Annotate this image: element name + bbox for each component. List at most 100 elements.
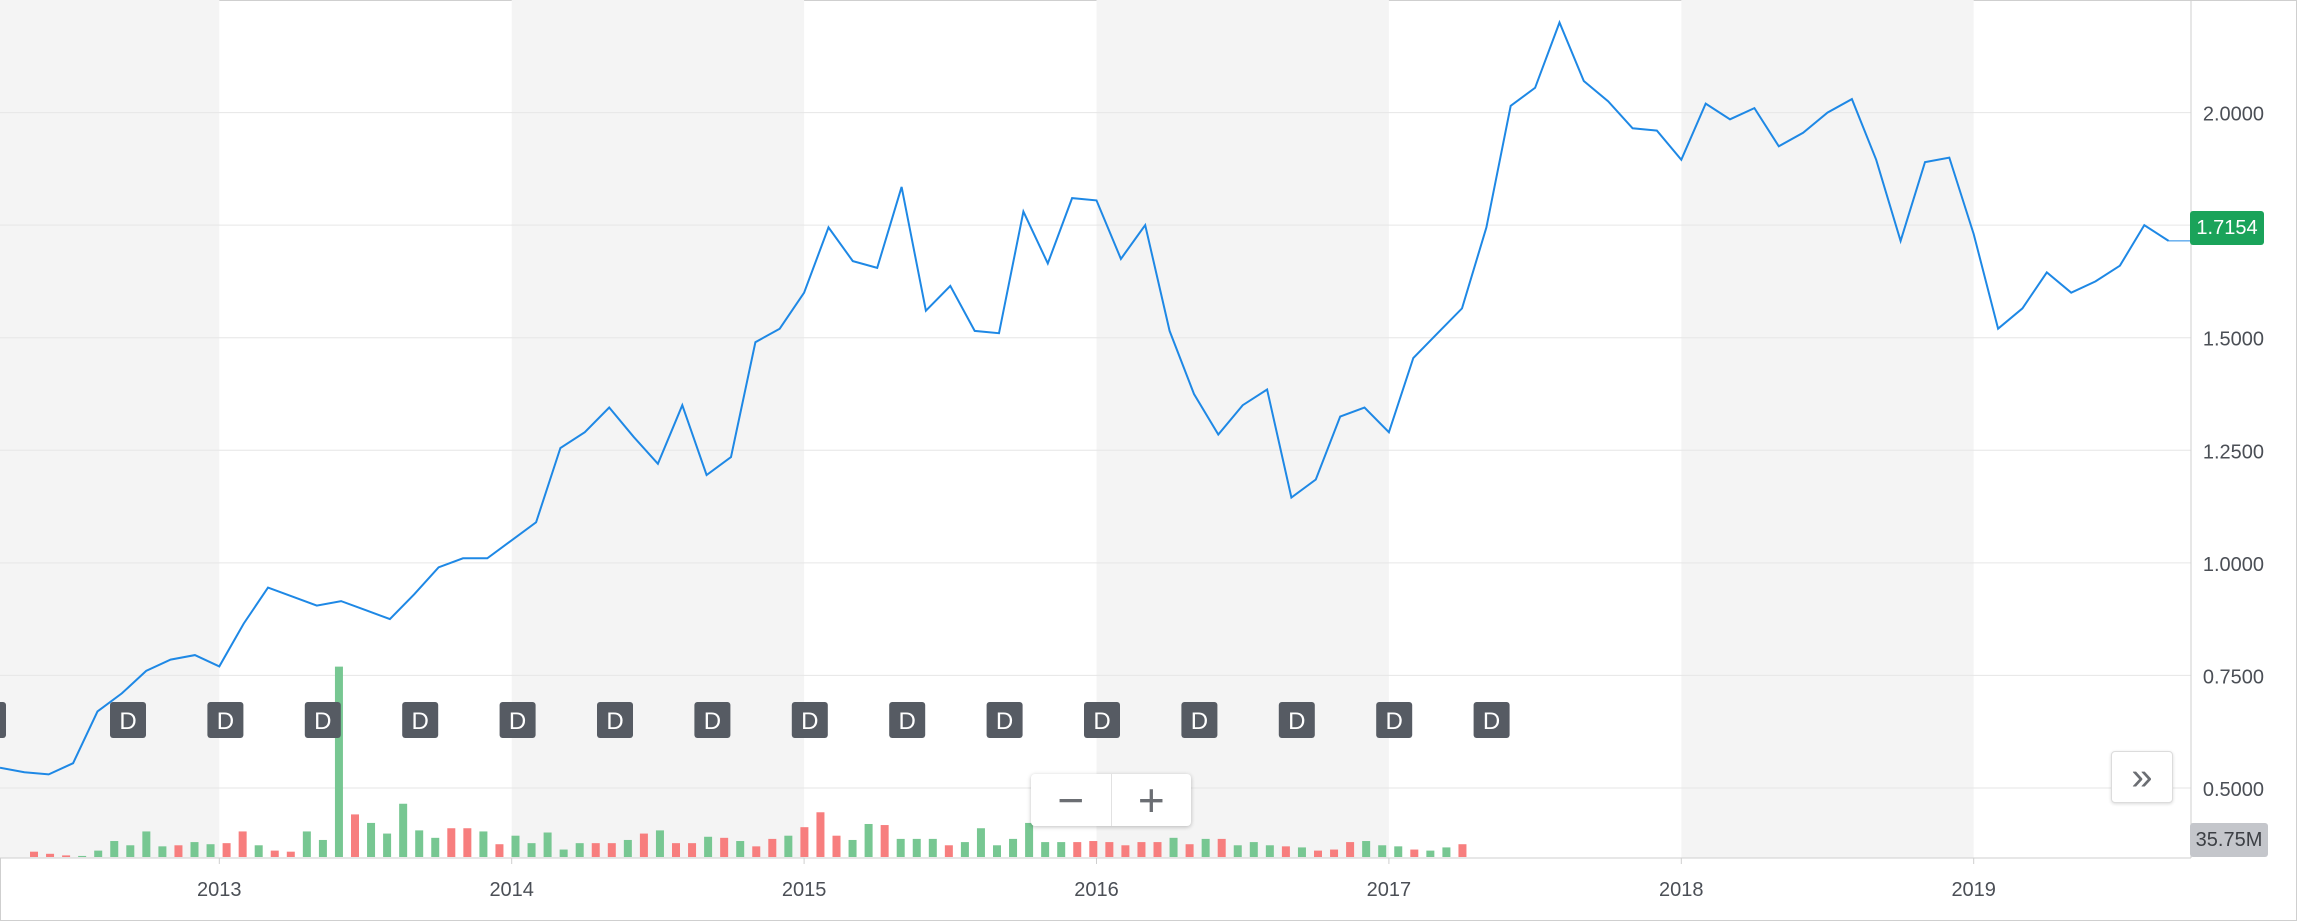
dividend-marker [986,702,1023,738]
volume-bar [302,831,311,857]
dividend-marker-label: D [412,708,429,735]
dividend-marker-label: D [1191,708,1208,735]
x-tick-label: 2017 [1367,879,1412,901]
volume-bar [62,855,71,857]
volume-bar [720,837,729,857]
volume-bar [415,830,424,857]
y-tick-label: 2.0000 [2203,104,2264,126]
volume-bar [463,828,472,857]
volume-bar [1089,841,1098,857]
volume-bar [912,838,921,857]
dividend-marker [402,702,439,738]
volume-bar [559,849,568,857]
volume-bar [286,851,295,857]
last-price-badge: 1.7154 [2190,211,2264,245]
volume-bar [1249,842,1258,857]
volume-bar [752,846,761,857]
x-tick-label: 2015 [782,879,827,901]
volume-bar [46,853,55,857]
volume-bar [318,839,327,857]
x-tick-label: 2019 [1951,879,1996,901]
volume-bar [1057,842,1066,857]
dividend-marker [1473,702,1510,738]
dividend-marker-label: D [1386,708,1403,735]
volume-bar [110,841,119,857]
volume-bar [1169,837,1178,857]
zoom-out-button[interactable]: − [1031,774,1112,826]
volume-bar [334,666,343,857]
volume-bar [1137,842,1146,857]
volume-bar [222,843,231,857]
x-tick-label: 2013 [197,879,242,901]
year-band-2012 [0,0,220,858]
zoom-in-button[interactable]: + [1137,774,1165,826]
volume-bar [383,833,392,857]
volume-bar [623,839,632,857]
volume-bar [993,845,1001,857]
dividend-marker [1376,702,1413,738]
volume-bar [206,844,215,857]
dividend-marker-label: D [899,708,916,735]
y-tick-label: 0.5000 [2203,779,2264,801]
volume-bar [78,855,87,857]
zoom-controls: − + [1031,774,1191,826]
volume-bar [1330,849,1339,857]
volume-bar [1041,842,1050,857]
volume-bar [351,814,359,857]
dividend-marker [1084,702,1120,738]
volume-bar [1009,838,1018,857]
volume-bar [1394,846,1403,857]
volume-bar [126,845,135,857]
dividend-marker [597,702,633,738]
volume-bar [238,831,247,857]
volume-bar [944,845,953,857]
volume-bar [736,841,745,857]
volume-bar [367,822,376,857]
volume-bar [431,837,440,857]
price-line [0,19,2170,776]
volume-bar [1297,847,1306,857]
y-tick-label: 1.5000 [2203,329,2264,351]
scroll-to-latest-button[interactable]: » [2111,751,2173,803]
volume-bar [655,830,664,857]
volume-bar [639,833,648,857]
volume-bar [479,831,488,857]
volume-bar [704,836,713,857]
volume-bar [495,844,504,857]
volume-bar [1073,842,1082,857]
volume-bar [527,843,536,857]
y-tick-label: 1.0000 [2203,554,2264,576]
volume-bar [511,835,520,857]
volume-bar [1346,842,1355,857]
dividend-marker-label: D [509,708,526,735]
dividend-marker-label: D [1483,708,1500,735]
x-tick-label: 2018 [1659,879,1704,901]
dividend-marker-label: D [314,708,331,735]
volume-bar [1233,845,1242,857]
dividend-marker [499,702,536,738]
volume-bar [816,812,825,857]
volume-bar [1281,846,1290,857]
volume-bar [174,845,183,857]
volume-bar [928,838,937,857]
dividend-marker [791,702,828,738]
volume-bar [1201,838,1210,857]
dividend-marker [1181,702,1218,738]
dividend-marker [1278,702,1315,738]
y-tick-label: 0.7500 [2203,666,2264,688]
dividend-marker-label: D [1288,708,1305,735]
volume-bar [1362,841,1371,857]
volume-bar [94,850,103,857]
volume-bar [1314,850,1322,857]
dividend-marker [304,702,341,738]
volume-bar [254,845,263,857]
volume-bar [1153,842,1162,857]
volume-bar [30,851,38,857]
year-band-2018 [1681,0,1974,858]
dividend-marker-label: D [119,708,136,735]
volume-bar [142,831,151,857]
volume-bar [864,823,873,857]
volume-bar [158,846,167,857]
